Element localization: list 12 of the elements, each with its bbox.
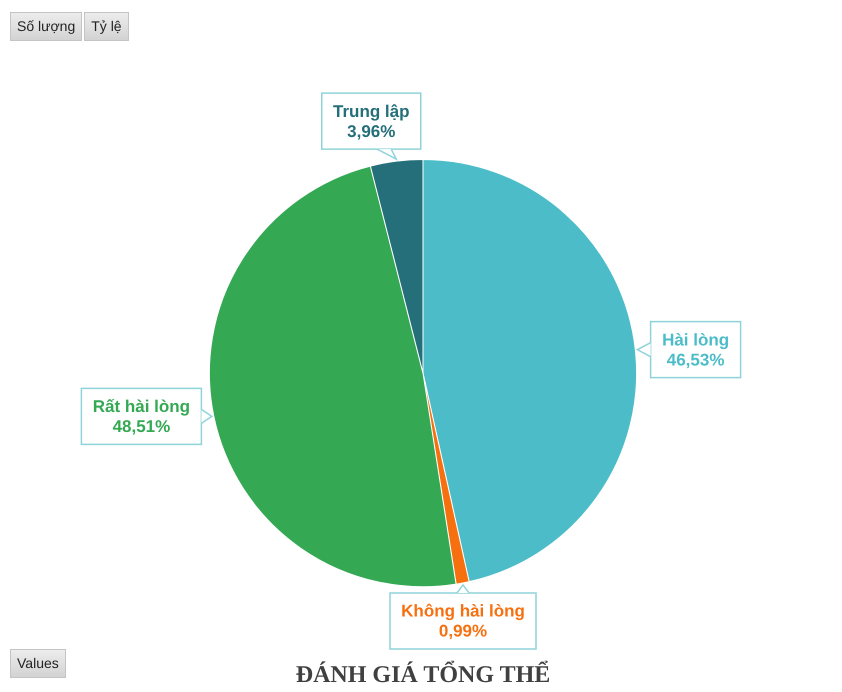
- slice-label: Rất hài lòng: [92, 397, 190, 416]
- view-button[interactable]: Số lượng: [10, 12, 82, 41]
- slice-label: Trung lập: [332, 102, 410, 121]
- data-label: 46,53%: [666, 350, 724, 370]
- text: ĐÁNH GIÁ TỔNG THỂ: [296, 660, 550, 688]
- slice-label: Không hài lòng: [401, 602, 525, 621]
- slice-label: Hài lòng: [662, 330, 730, 350]
- data-label: 48,51%: [112, 417, 170, 436]
- field-button[interactable]: Values: [10, 649, 66, 678]
- data-label: 3,96%: [347, 122, 396, 141]
- view-button[interactable]: Tỷ lệ: [84, 12, 129, 41]
- data-label: 0,99%: [438, 622, 488, 641]
